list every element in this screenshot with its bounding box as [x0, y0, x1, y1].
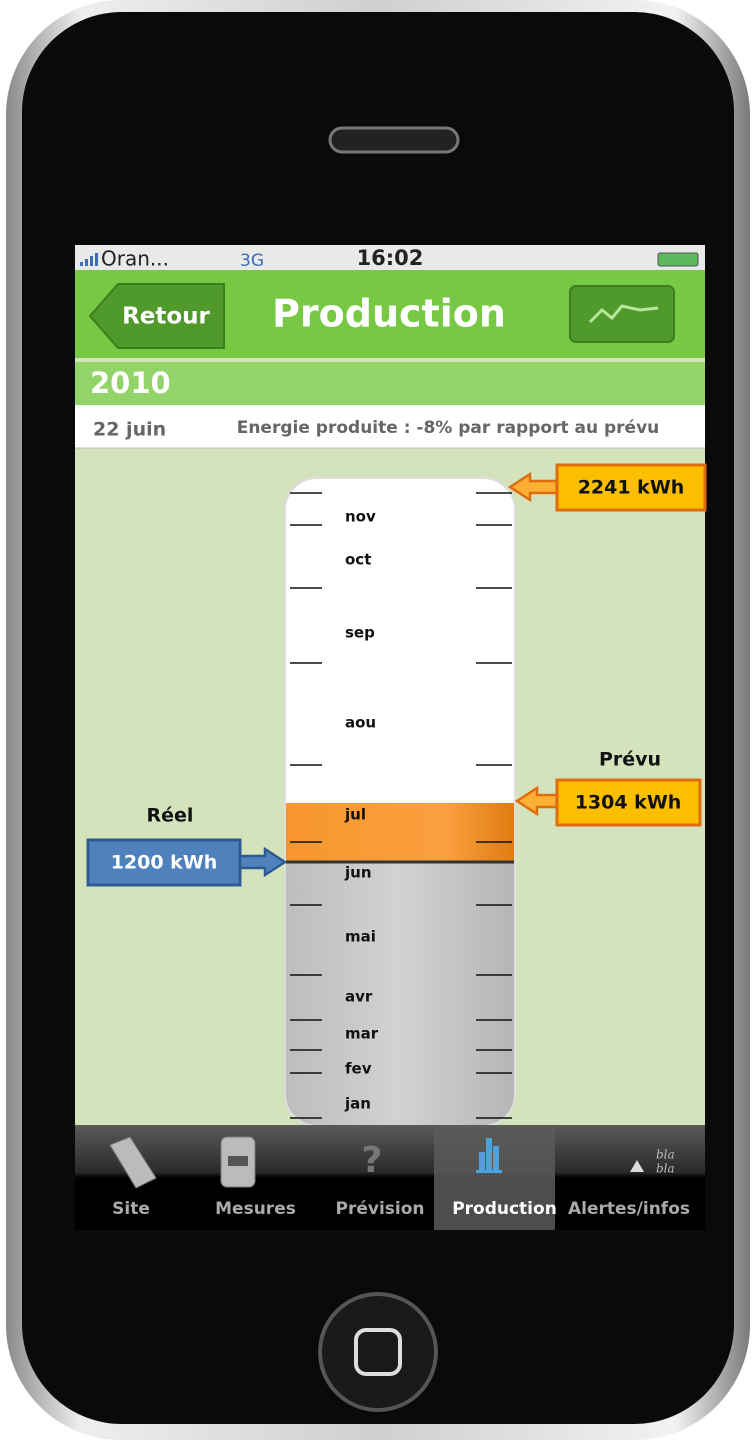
month-label: sep	[345, 624, 375, 642]
actual-label: 1200 kWh	[111, 852, 218, 874]
battery	[658, 253, 698, 266]
header-title: Production	[272, 292, 506, 336]
gauge	[285, 478, 515, 1126]
tab-label[interactable]: Production	[452, 1199, 557, 1219]
tab-label[interactable]: Site	[112, 1199, 150, 1219]
month-label: jan	[344, 1095, 371, 1113]
earpiece	[330, 128, 458, 152]
year: 2010	[90, 366, 171, 400]
gauge-forecast-band	[285, 803, 515, 862]
body: {"status_bar": {"carrier": "Oran...", "n…	[0, 0, 756, 1440]
month-label: mar	[345, 1025, 379, 1043]
month-label: fev	[345, 1060, 372, 1078]
alert-icon-text: bla	[656, 1148, 675, 1162]
date: 22 juin	[93, 419, 166, 441]
forecast-title: Prévu	[599, 749, 661, 771]
back-button-label[interactable]: Retour	[122, 304, 210, 330]
month-label: oct	[345, 551, 371, 569]
month-label: nov	[345, 508, 376, 526]
alert-icon-text: bla	[656, 1162, 675, 1176]
tab-label[interactable]: Alertes/infos	[568, 1199, 690, 1219]
network: 3G	[240, 251, 264, 271]
tab-label[interactable]: Prévision	[335, 1199, 424, 1219]
page: Production html, body { margin: 0; paddi…	[0, 0, 756, 1440]
summary: Energie produite : -8% par rapport au pr…	[237, 418, 660, 438]
tab-icon-mesures-detail	[228, 1156, 248, 1166]
gauge-actual	[285, 862, 515, 1126]
month-label: mai	[345, 928, 376, 946]
clock: 16:02	[357, 246, 424, 270]
tab-label[interactable]: Mesures	[215, 1199, 296, 1219]
home-button[interactable]	[320, 1294, 436, 1410]
carrier: Oran...	[101, 247, 169, 271]
phone-screenshot: Oran... 3G 16:02 Retour Production 2010 …	[0, 0, 756, 1440]
gauge-remaining	[285, 478, 515, 803]
forecast-label: 1304 kWh	[575, 792, 682, 814]
target-label: 2241 kWh	[578, 477, 685, 499]
month-label: jul	[344, 806, 366, 824]
month-label: jun	[344, 864, 372, 882]
month-label: avr	[345, 988, 373, 1006]
tab-icon-prevision: ?	[362, 1140, 383, 1181]
chart-button[interactable]	[570, 286, 674, 342]
actual-title: Réel	[147, 805, 194, 827]
month-label: aou	[345, 714, 376, 732]
